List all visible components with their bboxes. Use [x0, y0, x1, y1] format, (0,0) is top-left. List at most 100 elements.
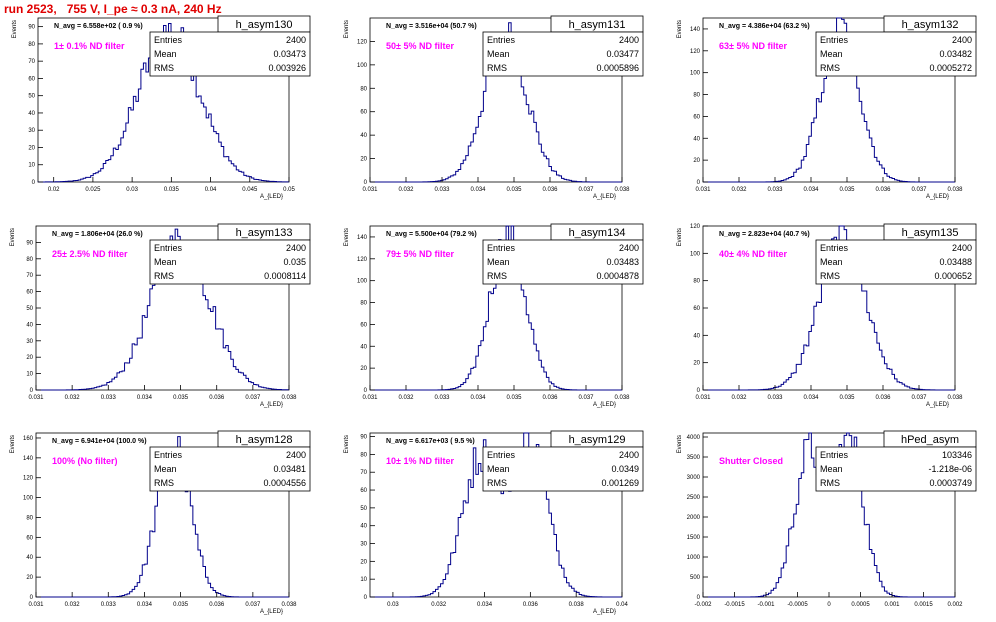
y-tick-label: 0 — [30, 595, 34, 601]
y-tick-label: 80 — [26, 257, 33, 263]
y-tick-label: 0 — [697, 180, 701, 186]
y-tick-label: 120 — [23, 476, 34, 482]
histogram-panel-h_asym132 — [702, 15, 977, 183]
stats-entries-label: Entries — [820, 35, 849, 45]
stats-entries-label: Entries — [154, 450, 183, 460]
stats-rms-value: 0.0005896 — [596, 63, 639, 73]
plot-frame — [37, 17, 290, 183]
x-tick-label: 0.034 — [470, 395, 486, 401]
x-axis-label: A_{LED} — [593, 609, 616, 615]
y-axis-label: Events — [10, 228, 16, 246]
x-tick-label: 0.038 — [614, 395, 630, 401]
stats-rms-value: 0.003926 — [268, 63, 306, 73]
y-tick-label: 70 — [26, 273, 33, 279]
x-tick-label: 0.032 — [65, 395, 81, 401]
y-tick-label: 140 — [23, 456, 34, 462]
x-tick-label: 0.036 — [209, 602, 225, 608]
stats-mean-label: Mean — [154, 464, 177, 474]
y-tick-label: 40 — [360, 524, 367, 530]
y-tick-label: 80 — [28, 42, 35, 48]
y-tick-label: 50 — [360, 506, 367, 512]
y-axis-label: Events — [344, 435, 350, 453]
y-tick-label: 60 — [360, 488, 367, 494]
y-tick-label: 50 — [28, 94, 35, 100]
stats-rms-label: RMS — [487, 271, 507, 281]
navg-text: N_avg = 6.941e+04 (100.0 %) — [52, 438, 147, 445]
x-tick-label: 0.031 — [362, 187, 378, 193]
stats-rms-value: 0.0003749 — [929, 478, 972, 488]
x-tick-label: 0.032 — [398, 187, 414, 193]
y-tick-label: 0 — [30, 388, 34, 394]
stats-entries-label: Entries — [487, 243, 516, 253]
stats-entries-value: 2400 — [286, 35, 306, 45]
y-axis-label: Events — [677, 435, 683, 453]
stats-rms-value: 0.0008114 — [264, 271, 306, 281]
plot-frame — [369, 17, 623, 183]
stats-mean-value: 0.03488 — [939, 257, 972, 267]
y-tick-label: 0 — [697, 595, 701, 601]
y-tick-label: 1000 — [687, 555, 701, 561]
x-tick-label: 0.031 — [695, 395, 711, 401]
x-tick-label: 0.02 — [48, 187, 60, 193]
x-tick-label: 0.037 — [578, 395, 594, 401]
x-tick-label: 0.037 — [911, 395, 927, 401]
x-tick-label: 0.03 — [126, 187, 138, 193]
y-axis-label: Events — [344, 228, 350, 246]
stats-entries-value: 2400 — [619, 243, 639, 253]
y-tick-label: 0 — [697, 388, 701, 394]
x-tick-label: -0.002 — [694, 602, 712, 608]
stats-title: h_asym128 — [236, 434, 293, 446]
x-tick-label: 0.031 — [695, 187, 711, 193]
y-tick-label: 30 — [28, 128, 35, 134]
y-tick-label: 40 — [693, 333, 700, 339]
stats-entries-value: 2400 — [286, 450, 306, 460]
stats-mean-label: Mean — [820, 257, 843, 267]
stats-mean-label: Mean — [154, 49, 177, 59]
x-tick-label: 0.033 — [767, 395, 783, 401]
stats-mean-value: 0.03482 — [939, 49, 972, 59]
filter-annotation: 100% (No filter) — [52, 456, 118, 466]
y-tick-label: 100 — [690, 71, 701, 77]
stats-rms-value: 0.0004556 — [263, 478, 306, 488]
x-tick-label: 0.036 — [523, 602, 539, 608]
stats-mean-value: 0.03483 — [606, 257, 639, 267]
stats-entries-value: 103346 — [942, 450, 972, 460]
x-tick-label: 0.03 — [387, 602, 399, 608]
y-tick-label: 10 — [28, 163, 35, 169]
y-tick-label: 2500 — [687, 495, 701, 501]
x-tick-label: 0.05 — [283, 187, 295, 193]
stats-title: h_asym129 — [569, 434, 626, 446]
y-tick-label: 4000 — [687, 435, 701, 441]
y-tick-label: 60 — [28, 76, 35, 82]
y-tick-label: 90 — [360, 435, 367, 441]
y-tick-label: 90 — [28, 25, 35, 31]
stats-entries-value: 2400 — [619, 450, 639, 460]
x-tick-label: 0.037 — [245, 395, 261, 401]
x-tick-label: 0.036 — [542, 187, 558, 193]
y-tick-label: 500 — [690, 575, 701, 581]
y-tick-label: 120 — [357, 257, 368, 263]
x-tick-label: 0.038 — [947, 395, 963, 401]
x-tick-label: 0.032 — [431, 602, 447, 608]
stats-box — [815, 31, 977, 77]
x-tick-label: -0.0005 — [787, 602, 808, 608]
histogram-panel-hPed_asym — [702, 430, 977, 598]
y-tick-label: 0 — [32, 180, 36, 186]
y-tick-label: 60 — [693, 114, 700, 120]
x-tick-label: 0.034 — [803, 187, 819, 193]
stats-box — [482, 239, 644, 285]
stats-rms-value: 0.001269 — [601, 478, 639, 488]
stats-rms-label: RMS — [487, 478, 507, 488]
x-tick-label: 0.036 — [209, 395, 225, 401]
x-tick-label: 0.038 — [281, 602, 297, 608]
y-tick-label: 10 — [26, 372, 33, 378]
x-tick-label: 0.034 — [477, 602, 493, 608]
x-tick-label: 0.025 — [85, 187, 101, 193]
x-tick-label: 0.033 — [767, 187, 783, 193]
x-axis-label: A_{LED} — [926, 402, 949, 408]
filter-annotation: 1± 0.1% ND filter — [54, 41, 125, 51]
stats-rms-value: 0.0004878 — [596, 271, 639, 281]
filter-annotation: 63± 5% ND filter — [719, 41, 787, 51]
histogram-panel-h_asym134 — [369, 223, 644, 391]
